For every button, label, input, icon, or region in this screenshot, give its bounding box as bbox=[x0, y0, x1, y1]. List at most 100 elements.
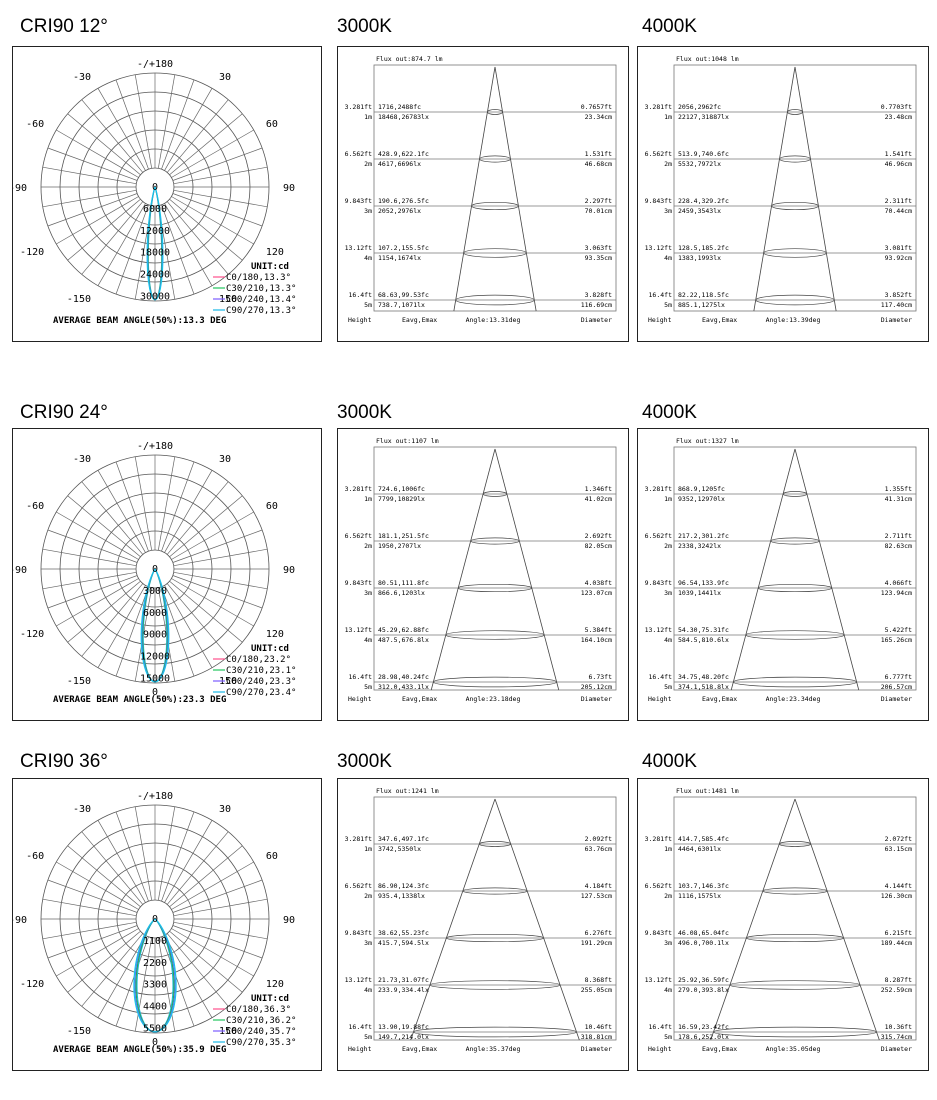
polar-angle-label: 30 bbox=[219, 72, 231, 83]
polar-angle-label: 120 bbox=[266, 629, 284, 640]
polar-spoke bbox=[172, 147, 263, 181]
footer-diameter: Diameter bbox=[581, 1045, 612, 1053]
polar-spoke bbox=[47, 193, 138, 227]
polar-spoke bbox=[47, 529, 138, 563]
polar-tick-label: 4400 bbox=[143, 1002, 167, 1013]
illuminance-lx: 5532,7972lx bbox=[678, 160, 721, 168]
diameter-ft: 3.852ft bbox=[885, 291, 912, 299]
beam-spot-ellipse bbox=[455, 294, 535, 306]
height-ft: 3.281ft bbox=[645, 103, 672, 111]
cone-edge bbox=[494, 448, 560, 691]
polar-spoke bbox=[166, 583, 229, 657]
diameter-ft: 3.081ft bbox=[885, 244, 912, 252]
beam-spot-ellipse bbox=[762, 887, 828, 895]
polar-spoke bbox=[166, 933, 229, 1007]
illuminance-fc: 1716,2488fc bbox=[378, 103, 421, 111]
diameter-cm: 127.53cm bbox=[581, 892, 612, 900]
height-ft: 13.12ft bbox=[645, 626, 672, 634]
height-m: 2m bbox=[364, 542, 372, 550]
illuminance-cone-diagram: Flux out:1481 lm 3.281ft 1m 414.7,585.4fc 44… bbox=[645, 787, 917, 1053]
polar-spoke bbox=[97, 820, 146, 903]
height-m: 1m bbox=[364, 495, 372, 503]
polar-unit-label: UNIT:cd bbox=[251, 262, 289, 272]
polar-spoke bbox=[47, 925, 138, 959]
polar-spoke bbox=[67, 580, 141, 643]
height-m: 4m bbox=[364, 636, 372, 644]
illuminance-lx: 149.7,214.0lx bbox=[378, 1033, 429, 1041]
cone-edge bbox=[430, 448, 496, 691]
footer-diameter: Diameter bbox=[881, 1045, 912, 1053]
polar-spoke bbox=[173, 189, 268, 208]
beam-spot-ellipse bbox=[482, 491, 508, 497]
height-m: 5m bbox=[664, 683, 672, 691]
height-m: 3m bbox=[664, 589, 672, 597]
illuminance-fc: 25.92,36.59fc bbox=[678, 976, 729, 984]
diameter-cm: 23.48cm bbox=[885, 113, 912, 121]
average-beam-angle: AVERAGE BEAM ANGLE(50%):13.3 DEG bbox=[53, 316, 226, 326]
cone-frame bbox=[673, 446, 917, 691]
illuminance-lx: 487.5,676.8lx bbox=[378, 636, 429, 644]
beam-spot-ellipse bbox=[470, 537, 520, 545]
polar-spoke bbox=[56, 928, 139, 977]
height-ft: 13.12ft bbox=[345, 244, 372, 252]
illuminance-lx: 866.6,1203lx bbox=[378, 589, 425, 597]
cone-edge bbox=[730, 448, 796, 691]
illuminance-lx: 2338,3242lx bbox=[678, 542, 721, 550]
illuminance-fc: 217.2,301.2fc bbox=[678, 532, 729, 540]
polar-tick-label: 15000 bbox=[140, 673, 170, 684]
footer-height: Height bbox=[648, 1045, 672, 1053]
polar-spoke bbox=[171, 511, 254, 560]
illuminance-lx: 1154,1674lx bbox=[378, 254, 421, 262]
polar-spoke bbox=[115, 811, 149, 902]
polar-tick-label: 2200 bbox=[143, 958, 167, 969]
height-m: 5m bbox=[364, 301, 372, 309]
illuminance-lx: 22127,31887lx bbox=[678, 113, 729, 121]
cct-title: 4000K bbox=[642, 751, 697, 772]
cone-edge bbox=[753, 66, 796, 312]
height-ft: 13.12ft bbox=[645, 244, 672, 252]
cct-title: 4000K bbox=[642, 16, 697, 37]
polar-spoke bbox=[134, 456, 153, 551]
polar-spoke bbox=[164, 88, 213, 171]
height-m: 2m bbox=[664, 892, 672, 900]
illuminance-lx: 415.7,594.5lx bbox=[378, 939, 429, 947]
illuminance-fc: 68.63,99.53fc bbox=[378, 291, 429, 299]
footer-diameter: Diameter bbox=[881, 316, 912, 324]
polar-spoke bbox=[42, 166, 137, 185]
height-ft: 6.562ft bbox=[345, 882, 372, 890]
diameter-cm: 93.35cm bbox=[585, 254, 612, 262]
diameter-ft: 0.7657ft bbox=[581, 103, 612, 111]
height-ft: 13.12ft bbox=[345, 976, 372, 984]
illuminance-lx: 2052,2976lx bbox=[378, 207, 421, 215]
footer-eavg: Eavg,Emax bbox=[702, 1045, 737, 1053]
polar-title: CRI90 24° bbox=[20, 402, 108, 423]
illuminance-fc: 181.1,251.5fc bbox=[378, 532, 429, 540]
cone-edge bbox=[453, 66, 496, 312]
polar-spoke bbox=[42, 571, 137, 590]
flux-out: Flux out:874.7 lm bbox=[376, 55, 443, 63]
diameter-ft: 4.066ft bbox=[885, 579, 912, 587]
illuminance-lx: 738.7,1071lx bbox=[378, 301, 425, 309]
polar-angle-label: -60 bbox=[26, 501, 44, 512]
height-ft: 9.843ft bbox=[645, 579, 672, 587]
cone-frame bbox=[673, 796, 917, 1041]
diameter-ft: 6.73ft bbox=[589, 673, 613, 681]
polar-spoke bbox=[172, 193, 263, 227]
footer-eavg: Eavg,Emax bbox=[702, 695, 737, 703]
beam-spot-ellipse bbox=[445, 630, 545, 640]
diameter-cm: 252.59cm bbox=[881, 986, 912, 994]
beam-spot-ellipse bbox=[432, 676, 558, 688]
polar-tick-label: 12000 bbox=[140, 652, 170, 663]
height-m: 3m bbox=[664, 939, 672, 947]
polar-angle-label: -/+180 bbox=[137, 59, 173, 70]
polar-title: CRI90 12° bbox=[20, 16, 108, 37]
illuminance-fc: 190.6,276.5fc bbox=[378, 197, 429, 205]
polar-spoke bbox=[172, 529, 263, 563]
polar-spoke bbox=[42, 548, 137, 567]
beam-spot-ellipse bbox=[446, 933, 544, 943]
polar-angle-label: -30 bbox=[73, 72, 91, 83]
diameter-cm: 82.05cm bbox=[585, 542, 612, 550]
polar-angle-label: 120 bbox=[266, 979, 284, 990]
polar-spoke bbox=[97, 203, 146, 286]
polar-intensity-curve bbox=[146, 186, 164, 301]
